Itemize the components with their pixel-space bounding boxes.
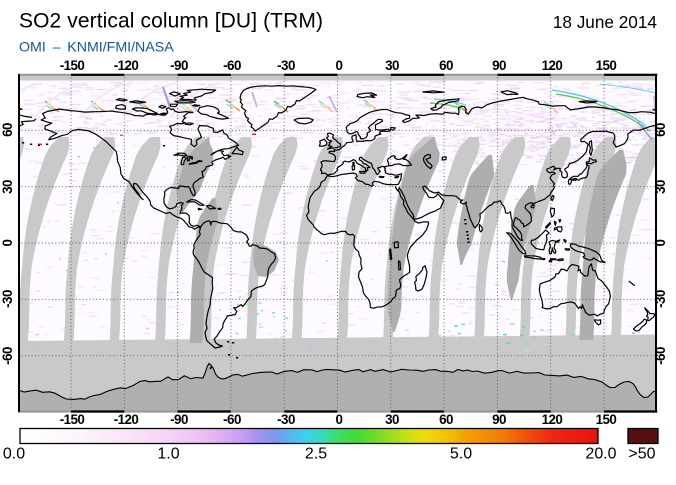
svg-text:0: 0 bbox=[336, 412, 343, 427]
svg-text:-60: -60 bbox=[0, 347, 15, 365]
svg-text:-60: -60 bbox=[223, 58, 241, 73]
svg-text:0: 0 bbox=[336, 58, 343, 73]
svg-text:120: 120 bbox=[542, 412, 563, 427]
svg-text:-150: -150 bbox=[60, 58, 85, 73]
svg-text:-30: -30 bbox=[277, 412, 295, 427]
svg-text:30: 30 bbox=[385, 412, 399, 427]
svg-text:-30: -30 bbox=[653, 290, 668, 308]
svg-text:30: 30 bbox=[0, 180, 15, 194]
svg-text:30: 30 bbox=[385, 58, 399, 73]
svg-text:2.5: 2.5 bbox=[305, 446, 327, 463]
svg-text:120: 120 bbox=[542, 58, 563, 73]
svg-text:-60: -60 bbox=[223, 412, 241, 427]
svg-text:-90: -90 bbox=[170, 412, 188, 427]
svg-text:-120: -120 bbox=[114, 412, 139, 427]
svg-text:0: 0 bbox=[653, 239, 668, 246]
svg-text:1.0: 1.0 bbox=[157, 446, 179, 463]
svg-text:60: 60 bbox=[0, 123, 15, 137]
svg-text:-150: -150 bbox=[60, 412, 85, 427]
svg-text:SO2 vertical column [DU] (TRM): SO2 vertical column [DU] (TRM) bbox=[19, 10, 323, 33]
svg-text:90: 90 bbox=[492, 412, 506, 427]
svg-text:0.0: 0.0 bbox=[3, 446, 25, 463]
svg-text:30: 30 bbox=[653, 180, 668, 194]
svg-text:60: 60 bbox=[439, 58, 453, 73]
svg-text:-60: -60 bbox=[653, 347, 668, 365]
svg-text:150: 150 bbox=[596, 58, 617, 73]
svg-text:150: 150 bbox=[596, 412, 617, 427]
svg-text:60: 60 bbox=[653, 123, 668, 137]
svg-text:18 June 2014: 18 June 2014 bbox=[553, 12, 658, 32]
svg-text:0: 0 bbox=[0, 239, 15, 246]
svg-text:90: 90 bbox=[492, 58, 506, 73]
svg-text:60: 60 bbox=[439, 412, 453, 427]
svg-text:5.0: 5.0 bbox=[450, 446, 472, 463]
svg-text:-90: -90 bbox=[170, 58, 188, 73]
svg-text:20.0: 20.0 bbox=[585, 446, 616, 463]
svg-text:OMI – KNMI/FMI/NASA: OMI – KNMI/FMI/NASA bbox=[19, 40, 174, 56]
svg-text:-30: -30 bbox=[0, 290, 15, 308]
svg-text:-120: -120 bbox=[114, 58, 139, 73]
svg-text:>50: >50 bbox=[628, 446, 655, 463]
svg-text:-30: -30 bbox=[277, 58, 295, 73]
